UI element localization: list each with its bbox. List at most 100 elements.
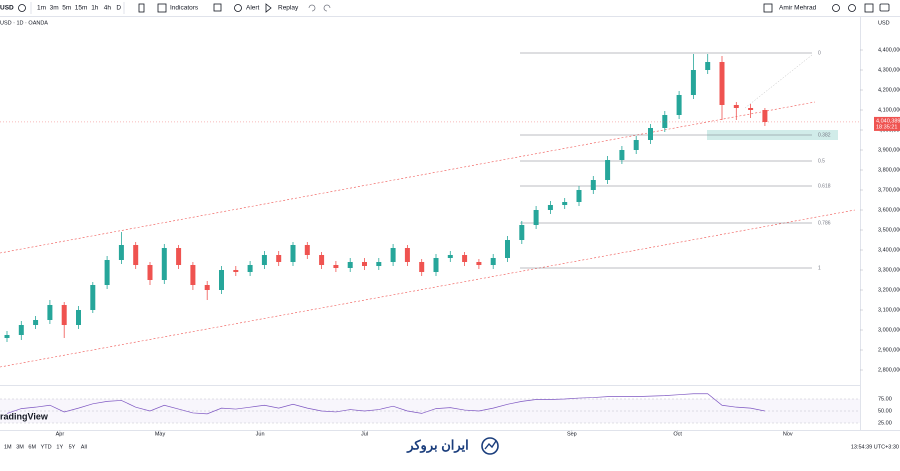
interval[interactable]: 4h bbox=[104, 5, 112, 12]
candle-body bbox=[762, 110, 768, 122]
candle-body bbox=[462, 255, 468, 262]
candle-body bbox=[733, 105, 739, 108]
candle-body bbox=[719, 62, 725, 105]
symbol[interactable]: USD bbox=[0, 5, 14, 12]
y-tick-label: 3,000,000 bbox=[878, 327, 900, 333]
price-label: 4,040,389 bbox=[876, 118, 900, 124]
candle-body bbox=[261, 255, 267, 265]
candle-body bbox=[476, 262, 482, 265]
channel-lower bbox=[0, 209, 856, 368]
candle-body bbox=[18, 325, 24, 335]
interval[interactable]: 1h bbox=[91, 5, 99, 12]
candle-body bbox=[648, 128, 653, 140]
logo-icon bbox=[481, 437, 499, 455]
interval[interactable]: D bbox=[116, 5, 121, 12]
y-tick-label: 3,600,000 bbox=[878, 207, 900, 213]
x-tick-label: Jun bbox=[256, 431, 265, 437]
x-tick-label: Apr bbox=[56, 431, 65, 437]
candle-body bbox=[619, 150, 625, 160]
brand: ایران بروکر bbox=[406, 437, 469, 453]
y-tick-label: 4,200,000 bbox=[878, 87, 900, 93]
indicators[interactable]: Indicators bbox=[170, 5, 199, 12]
range[interactable]: 5Y bbox=[69, 444, 76, 450]
candle-body bbox=[204, 285, 210, 290]
rsi-tick-label: 75.00 bbox=[878, 396, 892, 402]
fib-label: 0.382 bbox=[818, 132, 831, 138]
interval[interactable]: 5m bbox=[62, 5, 71, 12]
range[interactable]: All bbox=[81, 444, 87, 450]
watermark: radingView bbox=[0, 411, 49, 421]
candle-body bbox=[333, 265, 339, 268]
redo[interactable] bbox=[323, 4, 331, 12]
candle-body bbox=[690, 70, 696, 95]
replay[interactable]: Replay bbox=[278, 5, 299, 12]
candle-body bbox=[90, 285, 96, 310]
settings[interactable] bbox=[848, 4, 856, 12]
logo-arrow bbox=[484, 440, 497, 450]
candle-body bbox=[104, 260, 110, 285]
range[interactable]: 6M bbox=[28, 444, 36, 450]
interval[interactable]: 1m bbox=[37, 5, 46, 12]
indicators-icon[interactable] bbox=[157, 3, 167, 13]
candle-body bbox=[161, 248, 167, 280]
fullscreen[interactable] bbox=[864, 3, 874, 13]
candle-body bbox=[490, 258, 496, 265]
x-tick-label: Oct bbox=[673, 431, 682, 437]
range[interactable]: 3M bbox=[16, 444, 24, 450]
interval[interactable]: 3m bbox=[50, 5, 59, 12]
range[interactable]: 1Y bbox=[56, 444, 63, 450]
candle-body bbox=[376, 262, 382, 266]
replay-icon[interactable] bbox=[265, 3, 272, 13]
x-tick-label: May bbox=[155, 431, 166, 437]
y-tick-label: 2,800,000 bbox=[878, 367, 900, 373]
candle-body bbox=[605, 160, 611, 180]
y-tick-label: 4,300,000 bbox=[878, 67, 900, 73]
user-box[interactable] bbox=[763, 3, 773, 13]
candle-body bbox=[47, 305, 53, 320]
add-symbol[interactable] bbox=[18, 4, 26, 12]
price-label-box bbox=[874, 116, 900, 131]
x-tick-label: Sep bbox=[567, 431, 577, 437]
toolbar: USD 1m 3m 5m 15m 1h 4h D Indicators Alert Repl… bbox=[0, 2, 900, 17]
interval[interactable]: 15m bbox=[75, 5, 88, 12]
y-tick-label: 4,100,000 bbox=[878, 107, 900, 113]
alert-icon[interactable] bbox=[234, 4, 242, 12]
fib-label: 0 bbox=[818, 50, 821, 56]
bottom-bar: 1M 3M 6M YTD 1Y 5Y All bbox=[4, 444, 87, 450]
range[interactable]: 1M bbox=[4, 444, 12, 450]
search[interactable] bbox=[832, 4, 840, 12]
alert[interactable]: Alert bbox=[246, 5, 260, 12]
candle-body bbox=[61, 305, 67, 325]
y-tick-label: 3,800,000 bbox=[878, 167, 900, 173]
candle-body bbox=[576, 190, 582, 202]
y-tick-label: 3,300,000 bbox=[878, 267, 900, 273]
y-tick-label: 4,400,000 bbox=[878, 47, 900, 53]
candle-body bbox=[347, 262, 353, 268]
candle-body bbox=[419, 262, 425, 272]
brand-logo: ایران بروکر bbox=[406, 437, 499, 455]
rsi-line bbox=[6, 393, 765, 415]
fib-trend bbox=[744, 54, 813, 109]
fib-label: 0.786 bbox=[818, 220, 831, 226]
undo[interactable] bbox=[308, 4, 316, 12]
candle-body bbox=[505, 240, 510, 258]
candle-body bbox=[390, 248, 396, 262]
candle-body bbox=[233, 270, 239, 272]
candle-body bbox=[447, 255, 453, 258]
chart-type[interactable] bbox=[138, 3, 145, 13]
candle-body bbox=[219, 270, 224, 290]
user[interactable]: Amir Mehrad bbox=[779, 5, 817, 12]
snapshot[interactable] bbox=[879, 3, 890, 12]
range[interactable]: YTD bbox=[41, 444, 52, 450]
candle-body bbox=[433, 258, 439, 272]
layout[interactable] bbox=[213, 3, 222, 12]
candle-body bbox=[662, 115, 668, 128]
y-tick-label: 3,100,000 bbox=[878, 307, 900, 313]
candle-body bbox=[33, 320, 39, 325]
candle-body bbox=[533, 210, 539, 225]
fib-label: 1 bbox=[818, 265, 821, 271]
candle-body bbox=[590, 180, 596, 190]
candle-body bbox=[276, 255, 282, 262]
countdown: 18:35:21 bbox=[876, 124, 897, 130]
candle-body bbox=[562, 202, 568, 205]
